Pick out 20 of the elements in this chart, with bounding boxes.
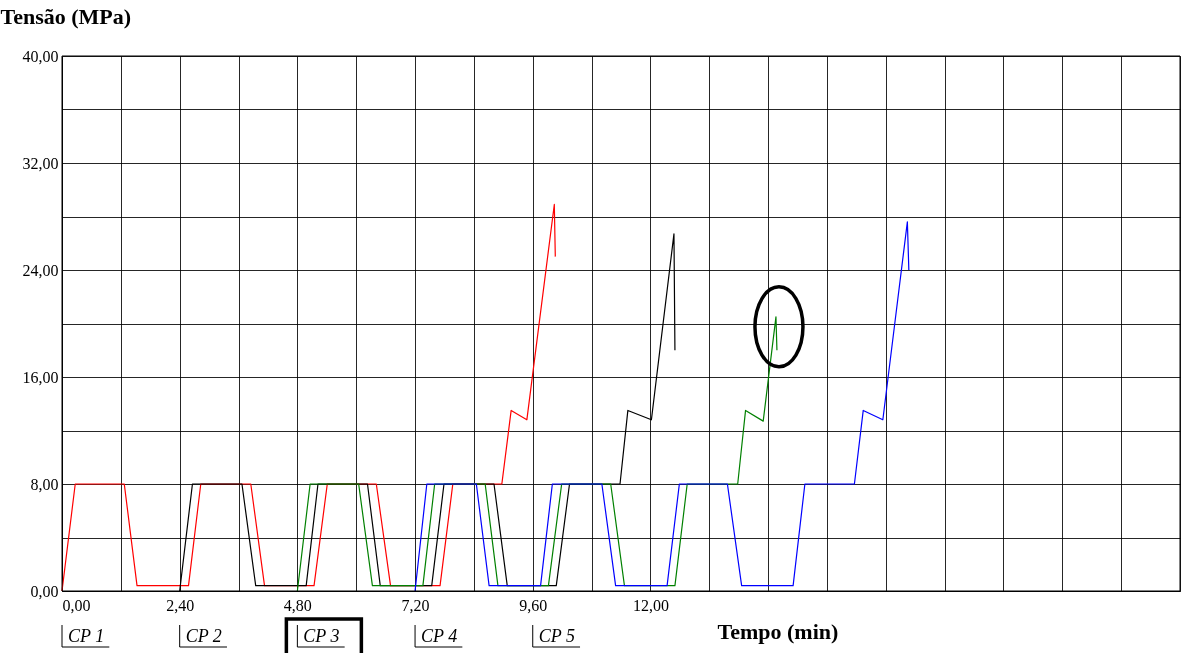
y-tick-label: 0,00 bbox=[30, 582, 59, 600]
y-axis-title: Tensão (MPa) bbox=[0, 3, 132, 29]
y-tick-label: 32,00 bbox=[22, 154, 59, 172]
x-tick-label: 12,00 bbox=[632, 596, 669, 614]
y-tick-label: 40,00 bbox=[22, 47, 59, 65]
x-tick-label: 4,80 bbox=[283, 596, 312, 614]
text: CP 5 bbox=[538, 626, 575, 646]
x-axis-title: Tempo (min) bbox=[717, 618, 839, 644]
text: CP 2 bbox=[185, 626, 222, 646]
text: CP 3 bbox=[303, 626, 340, 646]
x-tick-label: 7,20 bbox=[401, 596, 430, 614]
x-tick-label: 2,40 bbox=[166, 596, 195, 614]
x-tick-label: 0,00 bbox=[62, 596, 91, 614]
y-tick-label: 8,00 bbox=[30, 475, 59, 493]
text: CP 1 bbox=[68, 626, 105, 646]
y-tick-label: 16,00 bbox=[22, 368, 59, 386]
x-tick-label: 9,60 bbox=[519, 596, 548, 614]
y-tick-label: 24,00 bbox=[22, 261, 59, 279]
line-series bbox=[414, 221, 910, 592]
text: CP 4 bbox=[421, 626, 458, 646]
